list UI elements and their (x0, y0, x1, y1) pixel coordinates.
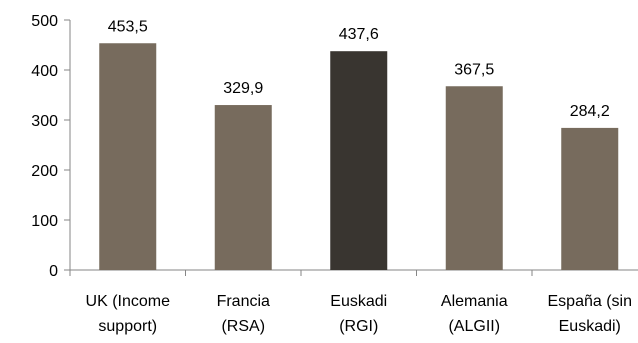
category-label: Alemania (441, 293, 508, 310)
bar (561, 127, 619, 271)
y-tick-label: 200 (31, 163, 58, 180)
category-label: (ALGII) (448, 318, 500, 335)
category-label: (RSA) (221, 318, 265, 335)
category-label: Euskadi (330, 293, 387, 310)
y-tick-label: 0 (49, 263, 58, 280)
bar (99, 43, 157, 270)
y-tick-label: 500 (31, 13, 58, 30)
category-label: España (sin (548, 293, 633, 310)
category-label: support) (98, 318, 157, 335)
y-tick-label: 400 (31, 63, 58, 80)
category-label: Francia (217, 293, 270, 310)
category-label: Euskadi) (559, 318, 621, 335)
bar (445, 86, 503, 270)
y-tick-label: 300 (31, 113, 58, 130)
data-label: 367,5 (454, 61, 494, 78)
bar (330, 51, 388, 271)
category-label: (RGI) (339, 318, 378, 335)
y-tick-label: 100 (31, 213, 58, 230)
category-label: UK (Income (86, 293, 171, 310)
data-label: 284,2 (570, 103, 610, 120)
data-label: 437,6 (339, 26, 379, 43)
bar (214, 105, 272, 270)
data-label: 453,5 (108, 18, 148, 35)
data-label: 329,9 (223, 80, 263, 97)
